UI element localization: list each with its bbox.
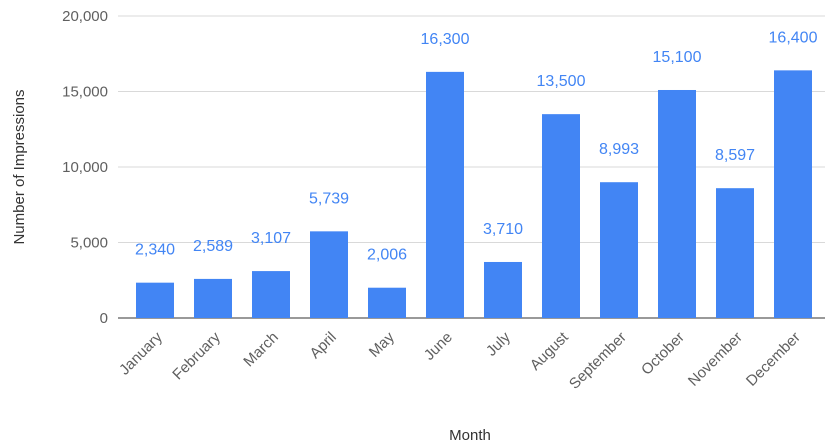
data-label: 3,107 [251, 230, 291, 247]
bar-december [774, 70, 812, 318]
grid-layer [118, 15, 825, 319]
y-tick-label: 0 [100, 310, 108, 327]
bar-november [716, 188, 754, 318]
bar-june [426, 71, 464, 319]
bar-march [252, 271, 290, 318]
x-tick-label: May [366, 328, 398, 360]
data-label: 3,710 [483, 221, 523, 238]
data-label: 15,100 [653, 49, 702, 66]
data-label: 5,739 [309, 190, 349, 207]
y-tick-label: 10,000 [62, 159, 108, 176]
x-tick-label: June [421, 329, 456, 364]
x-tick-label: December [743, 329, 804, 390]
x-axis-title: Month [449, 427, 491, 444]
x-tick-label: March [240, 329, 281, 370]
y-axis-title: Number of Impressions [11, 89, 28, 244]
data-label: 8,993 [599, 141, 639, 158]
bar-september [600, 182, 638, 318]
x-tick-label: August [527, 328, 573, 374]
bar-august [542, 114, 580, 319]
y-tick-layer: 0 5,000 10,000 15,000 20,000 [62, 8, 108, 327]
data-label: 2,006 [367, 247, 407, 264]
data-label: 13,500 [537, 73, 586, 90]
x-tick-label: January [116, 328, 166, 378]
x-tick-label: November [685, 329, 746, 390]
bar-may [368, 287, 406, 318]
bar-july [484, 261, 522, 318]
x-tick-label: September [566, 329, 630, 393]
data-label: 16,400 [769, 29, 818, 46]
data-label: 2,340 [135, 242, 175, 259]
x-tick-label: February [169, 328, 224, 383]
x-tick-label: July [483, 328, 514, 359]
bar-april [310, 231, 348, 318]
data-label: 8,597 [715, 147, 755, 164]
data-label: 16,300 [421, 31, 470, 48]
bar-layer [136, 70, 812, 319]
x-tick-label: October [638, 329, 688, 379]
data-label-layer: 2,340 2,589 3,107 5,739 2,006 16,300 3,710 13,5… [135, 29, 818, 263]
data-label: 2,589 [193, 238, 233, 255]
bar-january [136, 282, 174, 318]
y-tick-label: 5,000 [70, 235, 108, 252]
bar-february [194, 278, 232, 318]
y-tick-label: 20,000 [62, 8, 108, 25]
x-tick-label: April [307, 329, 340, 362]
x-tick-layer: January February March April May June July Augu… [116, 328, 804, 392]
bar-october [658, 89, 696, 319]
y-tick-label: 15,000 [62, 84, 108, 101]
